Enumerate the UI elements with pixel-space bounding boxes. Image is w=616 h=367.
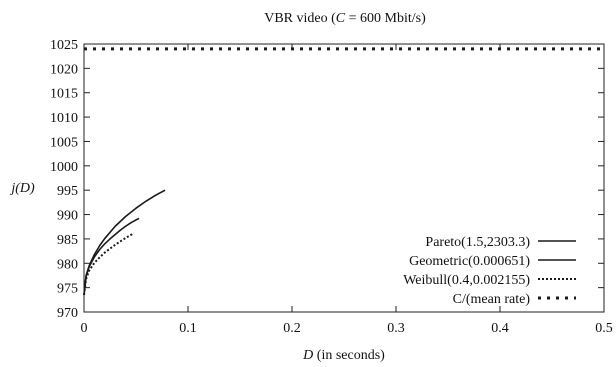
legend-label-2: Geometric(0.000651)	[409, 254, 530, 269]
legend-label-3: Weibull(0.4,0.002155)	[403, 273, 530, 288]
y-tick-label: 1000	[50, 160, 78, 175]
plot-frame	[83, 43, 605, 313]
y-tick-label: 980	[57, 257, 78, 272]
y-tick-label: 1015	[50, 87, 78, 102]
y-tick-label: 995	[57, 184, 78, 199]
y-tick-label: 990	[57, 209, 78, 224]
x-axis: 0 0.1 0.2 0.3 0.4 0.5	[81, 44, 613, 336]
series-line-1	[83, 189, 166, 296]
x-tick-label: 0.5	[595, 321, 613, 336]
y-tick-label: 1020	[50, 62, 78, 77]
y-tick-label: 1010	[50, 111, 78, 126]
y-tick-label: 975	[57, 282, 78, 297]
x-tick-label: 0.2	[283, 321, 301, 336]
chart-title-symbol: C	[336, 11, 346, 26]
series-line-2	[83, 217, 140, 296]
x-tick-label: 0.4	[491, 321, 509, 336]
y-axis: 970 975 980 985 990 995 1000 1005 1010 1015 1020 10…	[50, 38, 604, 321]
x-tick-label: 0	[81, 321, 88, 336]
x-axis-label-suffix: (in seconds)	[313, 348, 385, 363]
y-axis-label: j(D)	[9, 181, 35, 196]
y-tick-label: 970	[57, 306, 78, 321]
series-line-3	[83, 232, 135, 296]
chart-title-suffix: = 600 Mbit/s)	[345, 11, 426, 26]
legend: Pareto(1.5,2303.3) Geometric(0.000651) Wei…	[403, 235, 576, 307]
legend-label-1: Pareto(1.5,2303.3)	[425, 235, 530, 250]
y-tick-label: 985	[57, 233, 78, 248]
chart-title-prefix: VBR video (	[264, 11, 336, 26]
x-tick-label: 0.3	[387, 321, 405, 336]
x-tick-label: 0.1	[179, 321, 197, 336]
y-tick-label: 1005	[50, 135, 78, 150]
x-axis-label: D (in seconds)	[302, 348, 385, 363]
x-axis-label-symbol: D	[302, 348, 313, 363]
y-tick-label: 1025	[50, 38, 78, 53]
chart-title: VBR video (C = 600 Mbit/s)	[264, 11, 426, 26]
legend-label-4: C/(mean rate)	[453, 292, 531, 307]
series-layer	[83, 47, 604, 296]
